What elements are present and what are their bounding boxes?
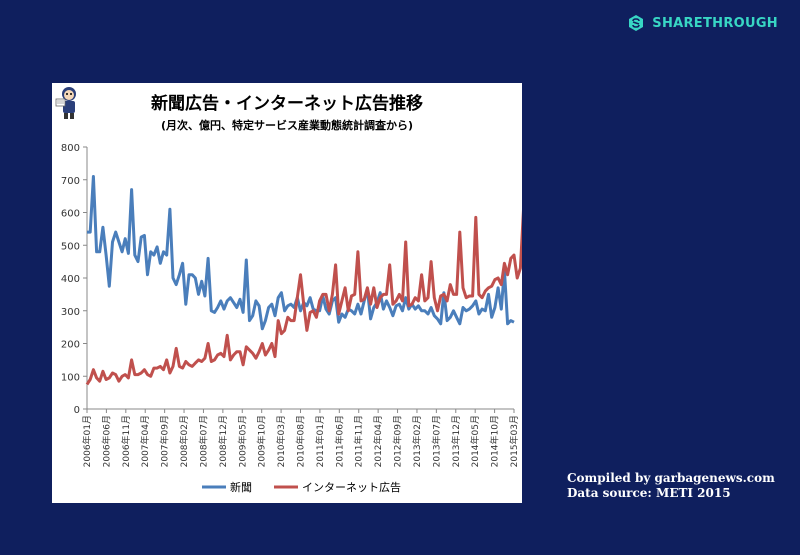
chart: 新聞広告・インターネット広告推移 (月次、億円、特定サービス産業動態統計調査から… xyxy=(61,93,522,494)
y-tick-label: 700 xyxy=(61,176,80,187)
y-axis: 0 100 200 300 400 500 600 700 800 xyxy=(61,143,88,416)
y-tick-label: 0 xyxy=(74,405,80,416)
series-layer xyxy=(85,175,522,386)
x-tick-label: 2013年07月 xyxy=(430,415,442,467)
x-axis: 2006年01月 2006年06月 2006年11月 2007年04月 2007年09月… xyxy=(81,408,520,467)
x-tick-label: 2012年09月 xyxy=(392,415,404,467)
x-tick-label: 2008年07月 xyxy=(197,415,209,467)
x-tick-label: 2011年01月 xyxy=(314,415,326,467)
y-tick-label: 600 xyxy=(61,209,80,220)
x-tick-label: 2014年05月 xyxy=(469,415,481,467)
y-tick-label: 500 xyxy=(61,241,80,252)
brand-name: SHARETHROUGH xyxy=(652,15,778,31)
x-tick-label: 2010年08月 xyxy=(295,415,307,467)
caption-data-source: Data source: METI 2015 xyxy=(567,486,731,500)
caption-compiled-by: Compiled by garbagenews.com xyxy=(567,471,775,485)
x-tick-label: 2010年03月 xyxy=(275,415,287,467)
x-tick-label: 2013年12月 xyxy=(450,415,462,467)
y-tick-label: 800 xyxy=(61,143,80,154)
x-tick-label: 2014年10月 xyxy=(489,415,501,467)
x-tick-label: 2008年12月 xyxy=(217,415,229,467)
x-tick-label: 2012年04月 xyxy=(372,415,384,467)
legend-label: インターネット広告 xyxy=(302,481,401,494)
legend-label: 新聞 xyxy=(230,480,252,494)
legend: 新聞 インターネット広告 xyxy=(202,480,401,494)
y-tick-label: 200 xyxy=(61,340,80,351)
y-tick-label: 100 xyxy=(61,372,80,383)
x-tick-label: 2011年11月 xyxy=(353,415,365,467)
y-tick-label: 300 xyxy=(61,307,80,318)
series-line-internet xyxy=(85,209,522,386)
caption: Compiled by garbagenews.com Data source:… xyxy=(567,471,775,501)
mascot-icon xyxy=(55,87,76,119)
chart-card: 新聞広告・インターネット広告推移 (月次、億円、特定サービス産業動態統計調査から… xyxy=(52,83,522,503)
x-tick-label: 2006年11月 xyxy=(120,415,132,467)
x-tick-label: 2013年02月 xyxy=(411,415,423,467)
sharethrough-logo-icon xyxy=(629,15,644,31)
brand-logo: SHARETHROUGH xyxy=(627,14,778,32)
x-tick-label: 2008年02月 xyxy=(178,415,190,467)
x-tick-label: 2011年06月 xyxy=(333,415,345,467)
x-tick-label: 2007年09月 xyxy=(159,415,171,467)
x-tick-label: 2015年03月 xyxy=(508,415,520,467)
series-line-newspaper xyxy=(87,175,515,331)
x-tick-label: 2007年04月 xyxy=(139,415,151,467)
chart-subtitle: (月次、億円、特定サービス産業動態統計調査から) xyxy=(161,118,413,132)
x-tick-label: 2006年01月 xyxy=(81,415,93,467)
y-tick-label: 400 xyxy=(61,274,80,285)
x-tick-label: 2009年05月 xyxy=(236,415,248,467)
chart-title: 新聞広告・インターネット広告推移 xyxy=(151,93,423,114)
x-tick-label: 2009年10月 xyxy=(256,415,268,467)
x-tick-label: 2006年06月 xyxy=(100,415,112,467)
